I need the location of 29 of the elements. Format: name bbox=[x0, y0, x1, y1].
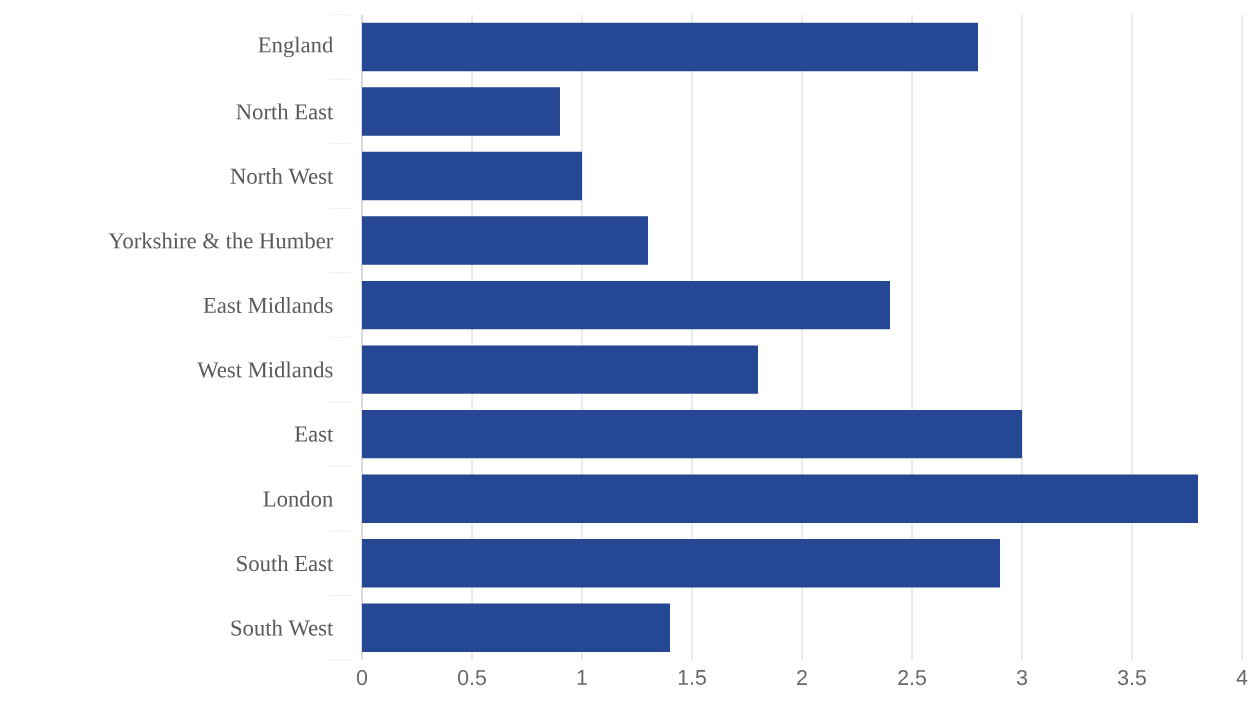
y-tick-label: South West bbox=[231, 619, 334, 636]
bar bbox=[362, 22, 978, 72]
y-tick-label: Yorkshire & the Humber bbox=[108, 232, 334, 249]
bar bbox=[362, 216, 648, 265]
x-tick-label: 3.5 bbox=[1117, 670, 1146, 686]
x-tick-label: 0.5 bbox=[458, 670, 486, 686]
y-tick-label: East Midlands bbox=[203, 297, 333, 314]
bar bbox=[362, 474, 1198, 523]
bar bbox=[362, 87, 560, 136]
bar bbox=[362, 345, 758, 394]
y-tick-label: East bbox=[294, 426, 334, 442]
y-tick-label: England bbox=[258, 36, 334, 58]
x-tick-label: 3 bbox=[1016, 670, 1027, 686]
bar bbox=[362, 409, 1022, 459]
y-tick-label: London bbox=[263, 490, 333, 507]
x-tick-label: 0 bbox=[356, 670, 368, 686]
y-tick-label: South East bbox=[237, 555, 334, 572]
y-tick-label: North West bbox=[230, 167, 334, 185]
bar bbox=[362, 280, 890, 330]
x-tick-label: 2 bbox=[797, 670, 807, 685]
bar bbox=[362, 539, 1000, 588]
x-tick-label: 1 bbox=[577, 670, 587, 685]
y-tick-label: North East bbox=[236, 103, 334, 120]
x-tick-label: 1.5 bbox=[678, 670, 706, 685]
x-tick-label: 2.5 bbox=[898, 670, 926, 686]
x-tick-label: 4 bbox=[1236, 670, 1248, 685]
bar bbox=[362, 603, 670, 652]
bar bbox=[362, 151, 582, 201]
y-tick-label: West Midlands bbox=[197, 361, 333, 378]
